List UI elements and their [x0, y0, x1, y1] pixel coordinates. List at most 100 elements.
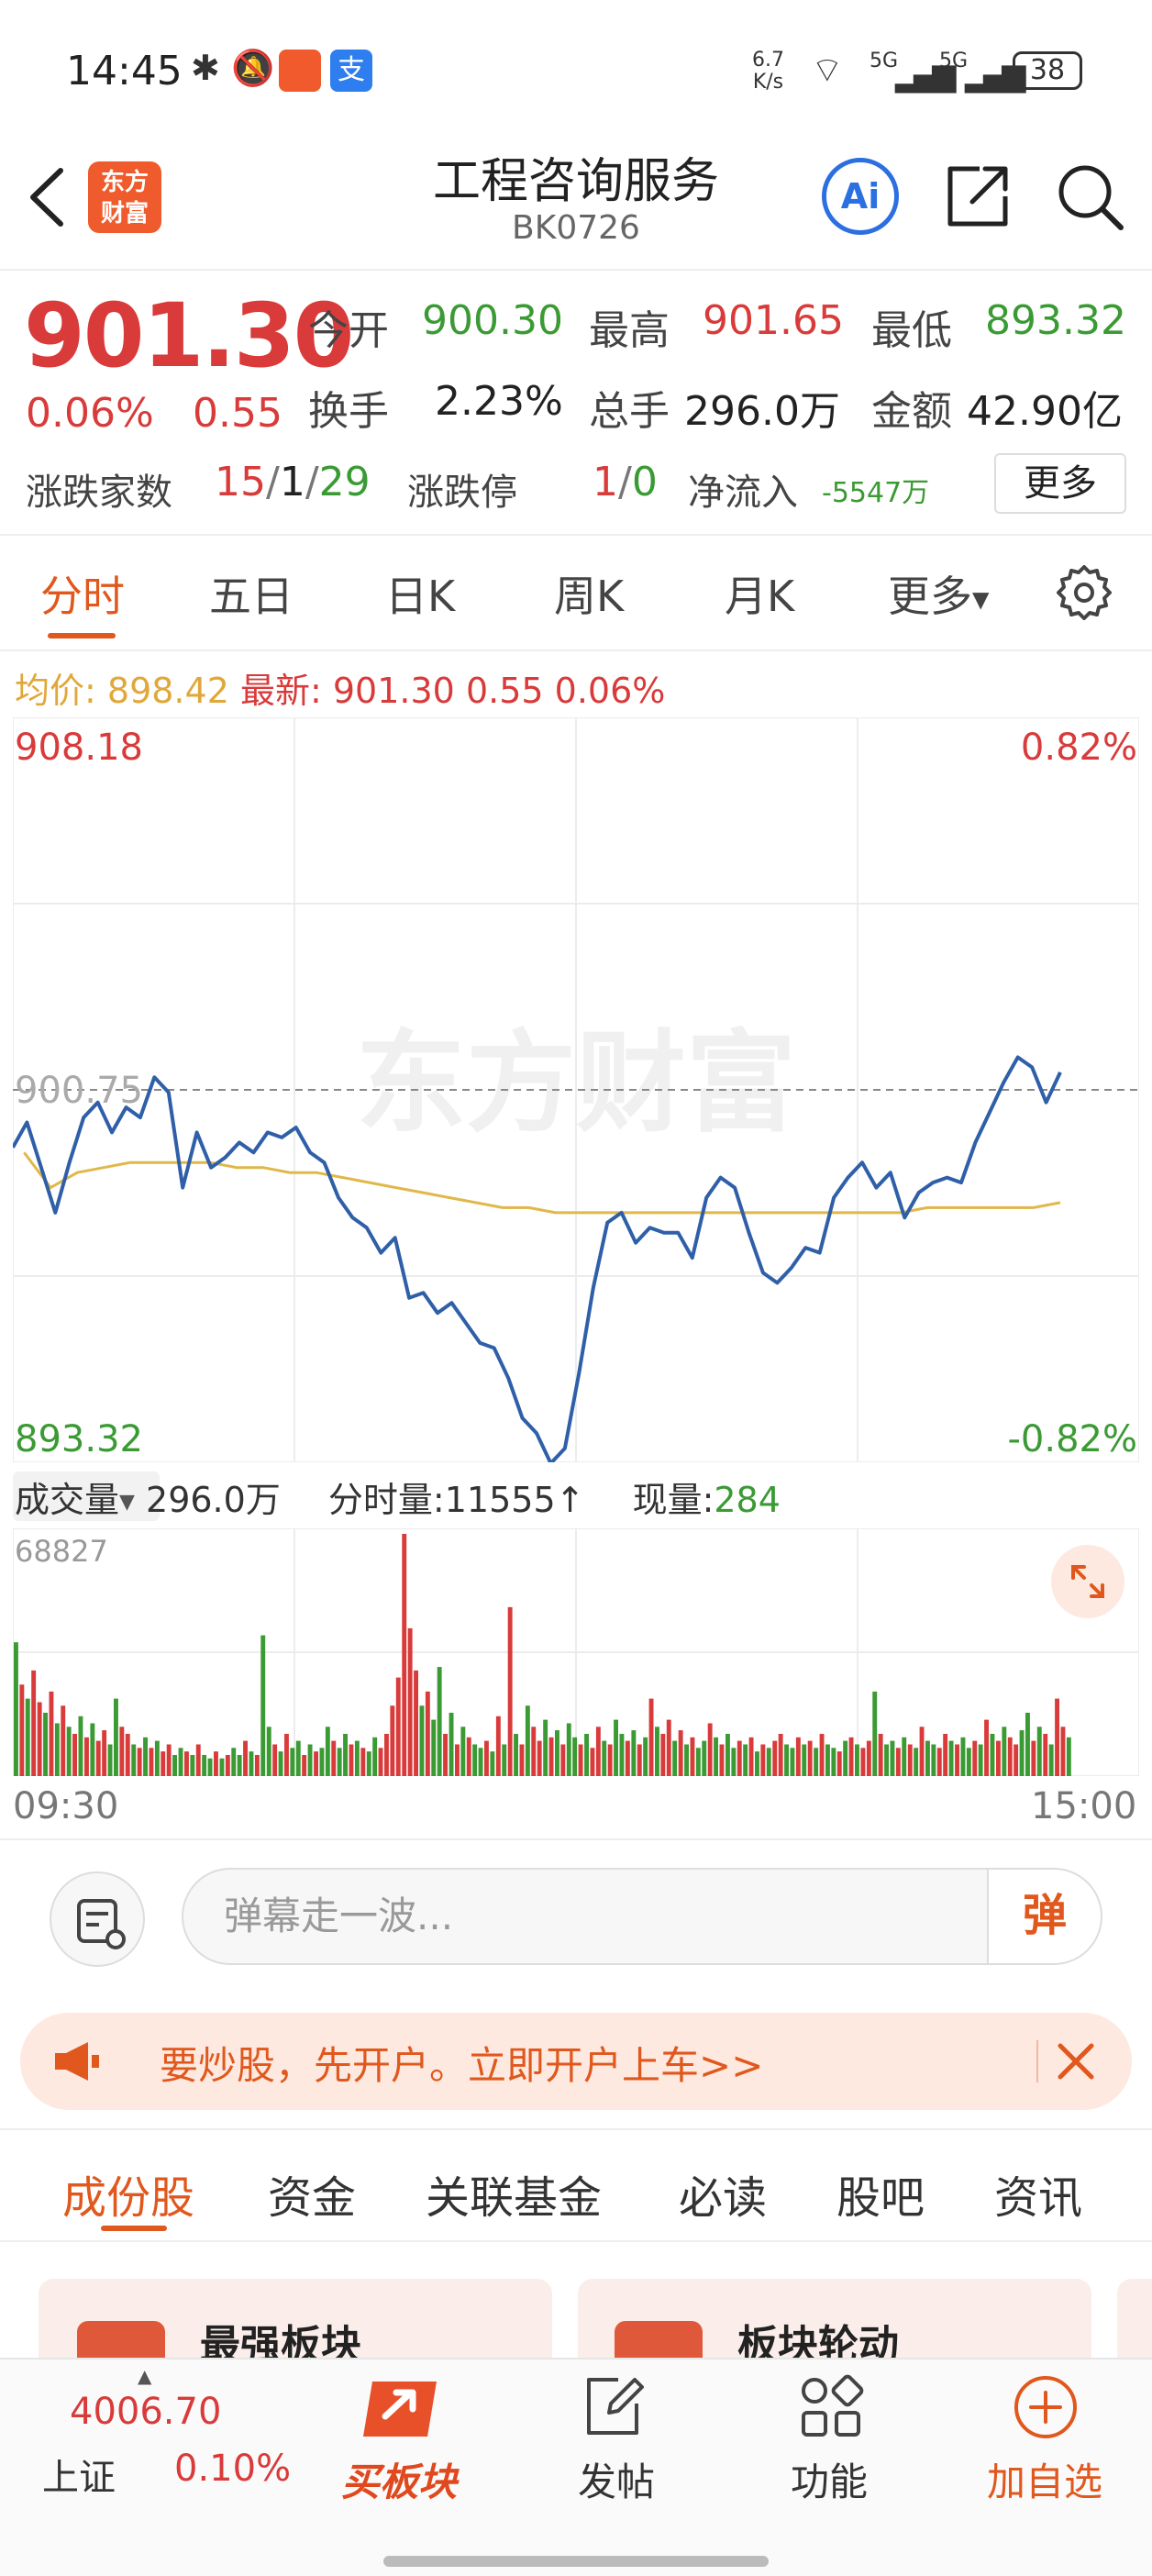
netflow-value: -5547万 — [822, 477, 930, 509]
index-percent[interactable]: 0.10% — [174, 2448, 292, 2490]
amount-value: 42.90亿 — [967, 388, 1123, 435]
volume-bar — [960, 1737, 966, 1776]
nav-add-watchlist[interactable]: 加自选 — [987, 2459, 1103, 2504]
gear-icon[interactable] — [1055, 563, 1113, 622]
tab-related-funds[interactable]: 关联基金 — [426, 2172, 603, 2224]
add-watchlist-icon[interactable] — [1011, 2372, 1080, 2442]
share-icon[interactable] — [943, 161, 1013, 231]
tab-funds[interactable]: 资金 — [268, 2172, 357, 2224]
volume-bar — [431, 1719, 437, 1776]
volume-bar — [66, 1727, 72, 1776]
volume-bar — [443, 1734, 448, 1776]
tab-components[interactable]: 成份股 — [62, 2172, 195, 2224]
close-icon[interactable] — [1053, 2038, 1099, 2084]
volume-indicator-label[interactable]: 成交量 — [15, 1480, 120, 1520]
megaphone-icon — [55, 2042, 99, 2081]
volume-bar — [95, 1740, 101, 1776]
promo-banner[interactable] — [20, 2013, 1132, 2110]
amount-label: 金额 — [871, 388, 952, 435]
volume-bar — [466, 1737, 471, 1776]
volume-bar — [660, 1734, 666, 1776]
intraday-price-chart[interactable]: 东方财富 908.18 900.75 893.32 0.82% -0.82% — [13, 717, 1139, 1462]
battery-icon: 38 — [1013, 51, 1082, 90]
tab-more-label: 更多 — [888, 572, 972, 621]
volume-bars — [14, 1534, 1071, 1776]
volume-bar — [384, 1734, 389, 1776]
volume-bar — [125, 1734, 130, 1776]
volume-bar — [366, 1751, 371, 1776]
volume-bar — [719, 1744, 725, 1776]
volume-bar — [737, 1740, 742, 1776]
index-value[interactable]: 4006.70 — [70, 2391, 222, 2433]
volume-bar — [731, 1748, 737, 1776]
volume-bar — [555, 1730, 559, 1776]
tab-more-periods[interactable]: 更多▼ — [888, 563, 989, 624]
volume-bar — [414, 1670, 418, 1776]
tab-must-read[interactable]: 必读 — [679, 2172, 768, 2224]
volume-indicator-select[interactable] — [13, 1471, 160, 1521]
more-quote-button[interactable]: 更多 — [994, 453, 1126, 514]
last-price-label: 最新: — [239, 671, 322, 711]
index-name[interactable]: 上证 — [42, 2457, 116, 2499]
promo-text[interactable]: 要炒股，先开户。立即开户上车>> — [160, 2043, 764, 2088]
logo-line-1: 东方 — [100, 169, 149, 196]
volume-bar — [43, 1713, 48, 1776]
nav-buy-sector[interactable]: 买板块 — [341, 2459, 458, 2504]
back-icon[interactable] — [26, 165, 66, 229]
tab-news[interactable]: 资讯 — [994, 2172, 1083, 2224]
volume-bar — [643, 1737, 648, 1776]
search-icon[interactable] — [1055, 161, 1124, 231]
volume-bar — [90, 1723, 95, 1776]
tab-five-day[interactable]: 五日 — [209, 572, 294, 621]
open-value: 900.30 — [422, 297, 563, 344]
volume-bar — [755, 1751, 759, 1776]
tab-daily-k[interactable]: 日K — [385, 572, 456, 621]
volume-bar — [137, 1748, 142, 1776]
tick-volume-value: 11555 — [444, 1480, 556, 1520]
volume-bar — [449, 1713, 454, 1776]
active-tab-underline — [48, 633, 116, 638]
buy-sector-icon[interactable] — [360, 2372, 444, 2446]
last-price: 901.30 — [24, 284, 354, 387]
tab-weekly-k[interactable]: 周K — [554, 572, 625, 621]
time-axis-start: 09:30 — [13, 1785, 119, 1827]
volume-bar — [37, 1702, 42, 1776]
volume-bar — [360, 1748, 366, 1776]
volume-bar — [1043, 1734, 1048, 1776]
nav-post[interactable]: 发帖 — [578, 2459, 656, 2504]
volume-bar — [566, 1723, 571, 1776]
nav-functions[interactable]: 功能 — [791, 2459, 869, 2504]
volume-bar — [825, 1744, 830, 1776]
volume-bar — [595, 1727, 601, 1776]
tab-monthly-k[interactable]: 月K — [725, 572, 795, 621]
ai-button[interactable]: Ai — [822, 158, 899, 235]
volume-bar — [1060, 1727, 1066, 1776]
volume-bar — [1019, 1730, 1025, 1776]
danmaku-send-button[interactable]: 弹 — [987, 1868, 1102, 1965]
home-indicator[interactable] — [383, 2556, 769, 2567]
volume-chart[interactable]: 68827 — [13, 1528, 1139, 1776]
volume-bar — [884, 1744, 889, 1776]
volume-bar — [231, 1748, 237, 1776]
volume-bar — [584, 1734, 589, 1776]
volume-bar — [54, 1723, 60, 1776]
limit-label: 涨跌停 — [407, 472, 517, 514]
volume-bar — [707, 1723, 713, 1776]
volume-bar — [161, 1751, 166, 1776]
danmaku-input[interactable]: 弹幕走一波... — [182, 1868, 989, 1965]
volume-bar — [872, 1691, 878, 1776]
tab-stock-forum[interactable]: 股吧 — [836, 2172, 925, 2224]
edit-post-icon[interactable] — [582, 2374, 648, 2440]
divider — [0, 2240, 1152, 2242]
chart-watermark: 东方财富 — [356, 1020, 796, 1148]
danmaku-settings-button[interactable] — [50, 1871, 145, 1967]
volume-bar — [548, 1737, 554, 1776]
functions-grid-icon[interactable] — [798, 2374, 864, 2440]
volume-bar — [437, 1667, 442, 1776]
volume-bar — [795, 1737, 801, 1776]
expand-chart-button[interactable] — [1051, 1545, 1124, 1618]
volume-bar — [819, 1734, 825, 1776]
net-speed-value: 6.7 — [752, 49, 784, 72]
turnover-value: 2.23% — [435, 378, 563, 425]
tab-intraday[interactable]: 分时 — [40, 572, 125, 621]
